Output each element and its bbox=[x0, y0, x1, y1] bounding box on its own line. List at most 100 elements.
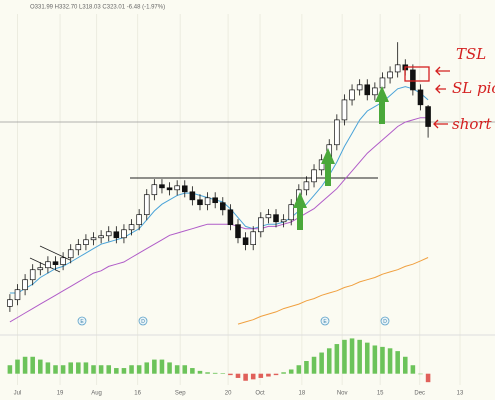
moving-average bbox=[9, 117, 429, 323]
histogram-bar bbox=[45, 362, 51, 374]
histogram-bar bbox=[190, 368, 195, 374]
candle-body bbox=[136, 214, 142, 226]
candle-body bbox=[410, 69, 416, 91]
histogram-bar bbox=[197, 370, 203, 374]
candle-body bbox=[14, 289, 21, 301]
candle-body bbox=[121, 229, 127, 239]
histogram-bar bbox=[273, 373, 279, 376]
candle-body bbox=[303, 181, 310, 191]
moving-average bbox=[237, 257, 429, 325]
histogram-bar bbox=[129, 365, 134, 374]
histogram-bar bbox=[53, 365, 58, 374]
candle-body bbox=[143, 194, 150, 216]
candle-body bbox=[227, 209, 234, 226]
candle-body bbox=[166, 187, 173, 191]
candle-body bbox=[105, 231, 112, 237]
x-tick-label: Dec bbox=[414, 391, 425, 397]
x-tick-label: 18 bbox=[299, 391, 306, 397]
moving-average bbox=[9, 86, 429, 294]
up-arrow bbox=[321, 148, 335, 186]
candle-body bbox=[181, 185, 188, 193]
histogram-bar bbox=[60, 365, 66, 374]
candle-body bbox=[425, 106, 431, 127]
candle-body bbox=[265, 214, 272, 219]
red-annotations bbox=[404, 66, 450, 129]
histogram-bar bbox=[159, 359, 165, 374]
histogram-bar bbox=[418, 373, 423, 375]
event-marker-label: D bbox=[141, 319, 145, 325]
candle-body bbox=[22, 279, 28, 291]
histogram-bar bbox=[106, 365, 112, 374]
x-tick-label: Jul bbox=[14, 391, 22, 397]
histogram-bar bbox=[357, 339, 362, 374]
candle-body bbox=[349, 89, 355, 101]
arrow bbox=[433, 119, 448, 129]
candle-body bbox=[242, 237, 249, 245]
candle-body bbox=[387, 71, 393, 79]
histogram-bar bbox=[402, 356, 408, 374]
candle-body bbox=[394, 64, 401, 73]
histogram-bar bbox=[311, 356, 317, 374]
histogram-bar bbox=[22, 356, 28, 374]
candle-body bbox=[75, 244, 82, 251]
event-marker bbox=[320, 316, 330, 326]
candle-body bbox=[318, 159, 325, 171]
histogram-bar bbox=[250, 373, 256, 380]
histogram-bar bbox=[144, 362, 150, 374]
candle-body bbox=[128, 224, 135, 231]
candle-body bbox=[37, 267, 44, 271]
candle-body bbox=[258, 217, 264, 233]
candle-body bbox=[212, 197, 218, 204]
ohlc-legend: O331.99 H332.70 L318.03 C323.01 -6.48 (-… bbox=[30, 5, 165, 11]
histogram-bar bbox=[174, 365, 180, 374]
histogram-bar bbox=[167, 362, 172, 374]
candle-body bbox=[356, 84, 363, 91]
candle-body bbox=[364, 84, 371, 96]
arrow bbox=[435, 66, 450, 76]
histogram-bar bbox=[243, 373, 248, 381]
candle-body bbox=[280, 219, 287, 223]
histogram-bar bbox=[372, 345, 378, 374]
candle-body bbox=[204, 197, 211, 206]
candle-body bbox=[98, 235, 104, 239]
histogram-bar bbox=[220, 373, 226, 374]
histogram-bar bbox=[114, 368, 119, 374]
candle-body bbox=[113, 231, 120, 239]
event-marker bbox=[380, 316, 390, 326]
event-marker bbox=[77, 316, 87, 326]
histogram-bar bbox=[136, 365, 142, 374]
drawn-trend-line bbox=[29, 257, 61, 273]
tsl-box bbox=[404, 66, 430, 82]
grid bbox=[16, 14, 461, 385]
candle-body bbox=[159, 184, 165, 189]
histogram-bar bbox=[91, 365, 96, 374]
candle-body bbox=[341, 99, 348, 121]
candle-body bbox=[7, 299, 13, 307]
plot bbox=[7, 42, 431, 325]
candle-body bbox=[372, 87, 378, 96]
histogram-bar bbox=[266, 373, 271, 377]
histogram-bar bbox=[228, 373, 233, 376]
event-marker bbox=[138, 316, 148, 326]
candle-body bbox=[52, 261, 59, 265]
x-tick-label: 20 bbox=[225, 391, 232, 397]
event-marker-label: E bbox=[323, 319, 327, 325]
x-tick-label: 15 bbox=[377, 391, 384, 397]
candle-body bbox=[189, 191, 196, 201]
histogram-bar bbox=[387, 348, 393, 374]
histogram-bar bbox=[152, 359, 157, 374]
annotation: short bbox=[452, 115, 493, 133]
histogram-bar bbox=[380, 346, 385, 374]
candle-body bbox=[151, 184, 158, 196]
histogram-bar bbox=[38, 359, 43, 374]
candle-body bbox=[197, 199, 203, 206]
candle-body bbox=[273, 214, 279, 223]
candle-body bbox=[67, 249, 74, 259]
histogram-bar bbox=[182, 365, 188, 374]
histogram-bar bbox=[342, 339, 347, 374]
green-arrows bbox=[293, 86, 389, 230]
candle-body bbox=[417, 89, 424, 106]
x-tick-label: 13 bbox=[457, 391, 464, 397]
